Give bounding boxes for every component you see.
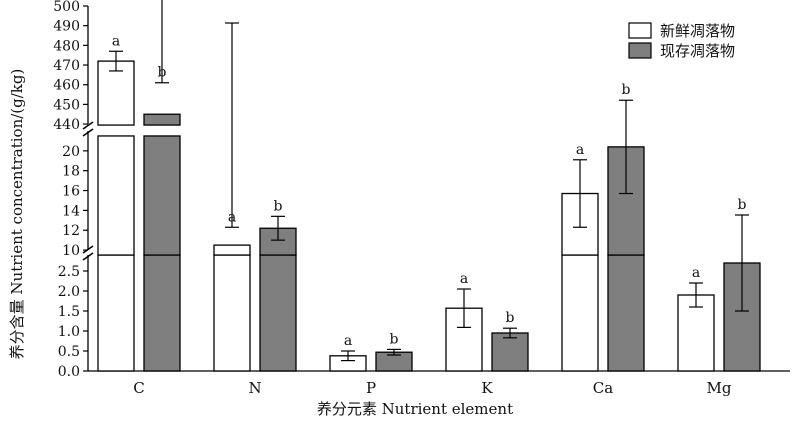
bar <box>213 254 251 372</box>
legend-swatch-fresh <box>628 22 652 39</box>
y-axis-title: 养分含量 Nutrient concentration/(g/kg) <box>8 69 26 360</box>
x-tick-label: K <box>481 379 493 397</box>
axis-break-mark <box>82 128 94 137</box>
y-tick-label: 12 <box>62 223 80 239</box>
y-tick-label: 20 <box>62 144 80 160</box>
bar <box>97 135 135 256</box>
x-axis-title: 养分元素 Nutrient element <box>317 400 513 418</box>
bar <box>491 332 529 372</box>
bar <box>213 244 251 256</box>
legend-label-existing: 现存凋落物 <box>660 42 735 60</box>
bar <box>259 254 297 372</box>
significance-letter: a <box>576 142 584 158</box>
y-tick-label: 450 <box>53 97 80 113</box>
bar <box>677 294 715 372</box>
legend: 新鲜凋落物 现存凋落物 <box>628 22 735 60</box>
significance-letter: a <box>112 33 120 49</box>
y-tick-label: 10 <box>62 243 80 259</box>
x-tick-label: Ca <box>593 379 613 397</box>
x-tick-label: P <box>366 379 376 397</box>
bar <box>561 254 599 372</box>
bar <box>607 254 645 372</box>
y-tick-label: 1.5 <box>58 304 80 320</box>
y-tick-label: 2.5 <box>58 264 80 280</box>
bar <box>97 254 135 372</box>
y-tick-label: 470 <box>53 58 80 74</box>
x-tick-label: C <box>133 379 144 397</box>
y-tick-label: 18 <box>62 164 80 180</box>
legend-label-fresh: 新鲜凋落物 <box>660 22 735 40</box>
significance-letter: a <box>228 209 236 225</box>
significance-letter: b <box>274 198 283 214</box>
x-tick-label: N <box>248 379 261 397</box>
bar <box>143 254 181 372</box>
y-tick-label: 0.5 <box>58 344 80 360</box>
y-tick-label: 440 <box>53 117 80 133</box>
significance-letter: a <box>344 333 352 349</box>
significance-letter: a <box>460 271 468 287</box>
bar <box>143 135 181 256</box>
significance-letter: b <box>622 82 631 98</box>
significance-letter: a <box>692 265 700 281</box>
y-tick-label: 1.0 <box>58 324 80 340</box>
x-tick-label: Mg <box>707 379 732 397</box>
y-tick-label: 0.0 <box>58 364 80 380</box>
y-tick-label: 16 <box>62 184 80 200</box>
significance-letter: b <box>390 331 399 347</box>
y-tick-label: 490 <box>53 19 80 35</box>
axis-break-mark <box>82 121 94 130</box>
bar <box>97 60 135 126</box>
significance-letter: b <box>158 65 167 81</box>
bar <box>143 113 181 126</box>
y-tick-label: 2.0 <box>58 284 80 300</box>
y-tick-label: 14 <box>62 203 80 219</box>
legend-swatch-existing <box>628 42 652 59</box>
y-tick-label: 480 <box>53 38 80 54</box>
y-tick-label: 500 <box>53 0 80 15</box>
significance-letter: b <box>506 310 515 326</box>
significance-letter: b <box>738 197 747 213</box>
y-tick-label: 460 <box>53 78 80 94</box>
axis-break-mark <box>82 252 94 261</box>
